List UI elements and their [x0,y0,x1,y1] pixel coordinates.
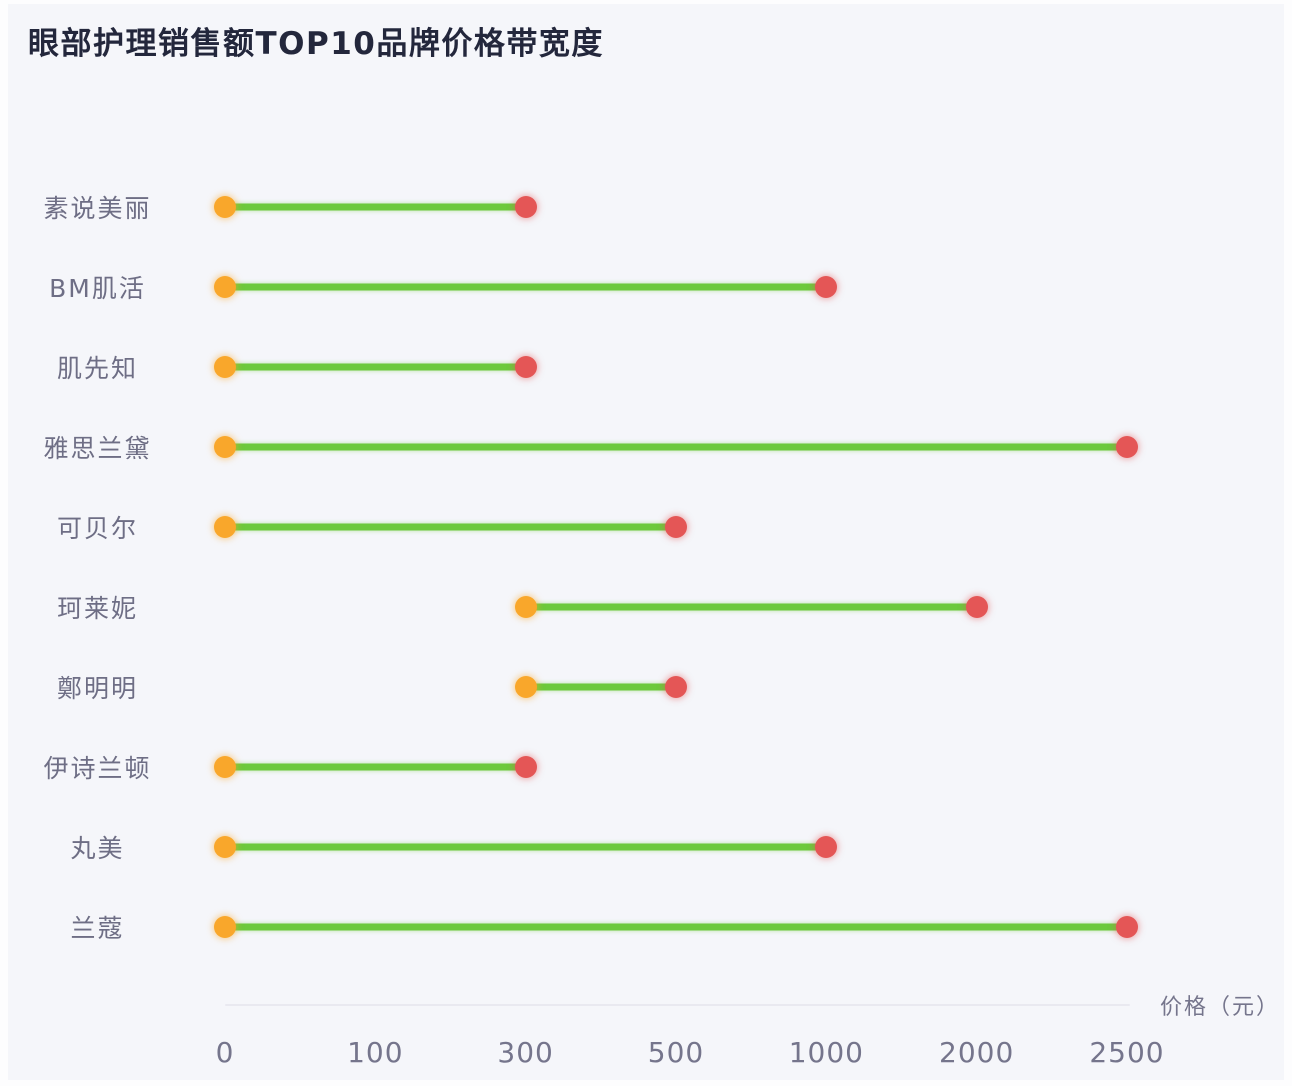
min-price-dot [214,836,236,858]
band-line [525,603,977,611]
price-band [214,247,1127,327]
x-tick-label: 1000 [788,1036,864,1069]
band-line [525,683,676,691]
x-axis-title: 价格（元） [1159,995,1280,1020]
brand-label: 丸美 [70,834,125,863]
chart-row: 伊诗兰顿 [0,727,1292,807]
band-line [225,923,1127,931]
band-line [225,443,1127,451]
chart-row: 兰蔻 [0,887,1292,967]
min-price-dot [214,276,236,298]
chart-background [8,4,1284,1080]
band-line [225,763,526,771]
chart-row: 珂莱妮 [0,567,1292,647]
price-band [214,487,1127,567]
brand-label: 雅思兰黛 [43,434,152,463]
chart-row: 丸美 [0,807,1292,887]
x-axis-ticks: 0 100 300 500 1000 2000 2500 [216,1036,1164,1072]
brand-label: 素说美丽 [43,194,152,223]
min-price-dot [214,756,236,778]
price-band [214,327,1127,407]
x-tick-label: 100 [347,1036,404,1069]
brand-label: 伊诗兰顿 [43,754,152,783]
min-price-dot [214,356,236,378]
x-tick-label: 2000 [939,1036,1015,1069]
brand-label: BM肌活 [49,274,146,303]
price-band [214,887,1138,967]
min-price-dot [214,196,236,218]
x-tick-label: 0 [215,1036,235,1069]
band-line [225,363,526,371]
brand-label: 可贝尔 [56,514,138,543]
max-price-dot [815,836,838,858]
max-price-dot [514,756,537,778]
price-band [214,807,1127,887]
price-band [225,647,1127,727]
chart-row: 素说美丽 [0,167,1292,247]
chart-row: 鄭明明 [0,647,1292,727]
min-price-dot [514,596,537,618]
max-price-dot [665,516,687,538]
chart-row: 雅思兰黛 [0,407,1292,487]
x-axis-line [225,1004,1130,1006]
brand-label: 鄭明明 [56,674,138,703]
max-price-dot [1116,916,1138,938]
band-line [225,283,827,291]
price-band [214,167,1127,247]
chart-row: 肌先知 [0,327,1292,407]
band-line [225,523,676,531]
max-price-dot [514,196,537,218]
chart-title: 眼部护理销售额TOP10品牌价格带宽度 [28,26,604,62]
max-price-dot [815,276,838,298]
max-price-dot [514,356,537,378]
max-price-dot [965,596,988,618]
brand-label: 珂莱妮 [56,594,138,623]
band-line [225,843,827,851]
brand-label: 肌先知 [56,354,138,383]
x-tick-label: 500 [647,1036,705,1069]
chart-rows: 素说美丽 BM肌活肌先知雅思兰黛可贝尔珂莱妮鄭明明伊诗兰顿丸美兰蔻 [0,167,1292,967]
price-band [214,727,1127,807]
min-price-dot [514,676,537,698]
min-price-dot [214,916,236,938]
x-tick-label: 2500 [1089,1036,1165,1069]
price-band [225,567,1127,647]
band-line [225,203,526,211]
price-band [214,407,1138,487]
max-price-dot [1116,436,1138,458]
min-price-dot [214,436,236,458]
max-price-dot [665,676,687,698]
x-tick-label: 300 [497,1036,554,1069]
chart-row: 可贝尔 [0,487,1292,567]
min-price-dot [214,516,236,538]
brand-label: 兰蔻 [70,914,125,943]
chart-row: BM肌活 [0,247,1292,327]
